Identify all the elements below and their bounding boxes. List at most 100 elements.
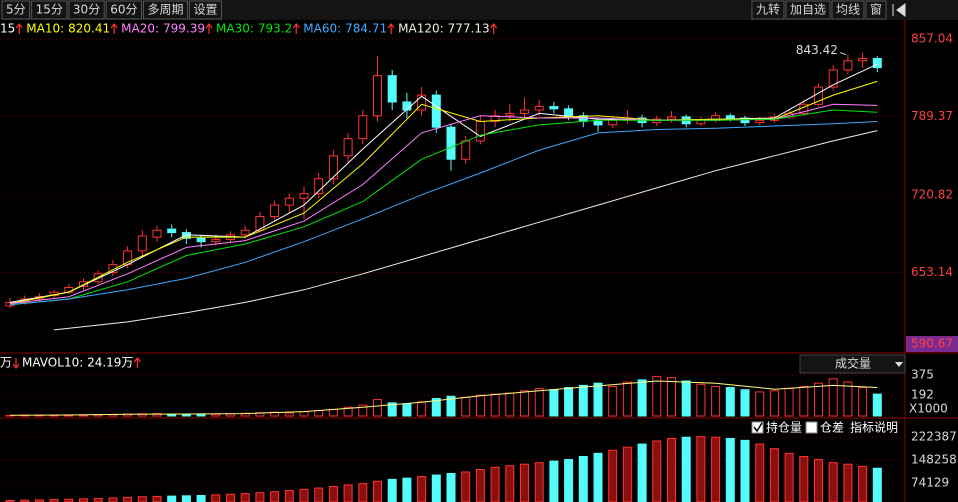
open-interest-bar [843, 463, 853, 502]
open-interest-bar [475, 468, 485, 502]
volume-bar [799, 385, 809, 417]
toolbar-button-frame [31, 0, 68, 20]
checkbox[interactable] [805, 421, 818, 434]
up-arrow [15, 23, 23, 34]
y-tick-label: 857.04 [911, 31, 953, 45]
volume-bar [622, 381, 632, 417]
open-interest-bar [505, 465, 515, 502]
open-interest-bar [740, 439, 750, 502]
open-interest-bar [446, 472, 456, 502]
candle-body [608, 119, 618, 126]
toolbar-button-frame [189, 0, 223, 20]
legend-label: MAVOL10: 24.19万 [22, 356, 133, 370]
volume-bar [417, 401, 427, 417]
legend-name: MA120: [398, 22, 444, 36]
open-interest-bar [93, 498, 103, 502]
open-interest-bar [622, 446, 632, 502]
open-interest-bar [196, 494, 206, 502]
open-interest-bar [167, 495, 177, 502]
y-tick-label: 720.82 [911, 187, 953, 201]
toolbar-button[interactable]: 窗 [870, 3, 882, 17]
toolbar-button[interactable]: 60分 [110, 3, 137, 17]
indicator-menu[interactable]: 成交量 [835, 356, 871, 371]
legend-fragment: 万 [0, 356, 12, 370]
ma-line [9, 63, 878, 303]
y-tick-label: 653.14 [911, 265, 953, 279]
open-interest-bar [270, 491, 280, 502]
toolbar-button[interactable]: 均线 [836, 3, 860, 17]
volume-bar [681, 380, 691, 417]
legend-value: 820.41 [68, 22, 110, 36]
candle-body [461, 140, 471, 160]
volume-bar [211, 413, 221, 417]
candle-body [328, 155, 338, 180]
y-tick-label: 222387 [911, 430, 957, 444]
open-interest-bar [240, 493, 250, 502]
volume-bar [475, 394, 485, 417]
toolbar-button[interactable]: 5分 [6, 3, 26, 17]
volume-bar [652, 376, 662, 417]
volume-bar [858, 387, 868, 417]
candle-body [167, 228, 177, 234]
open-interest-bar [373, 480, 382, 502]
toolbar-button-frame [68, 0, 105, 20]
volume-bar [358, 404, 368, 417]
legend-fragment: 15 [0, 22, 15, 36]
volume-bar [725, 387, 735, 417]
open-interest-bar [431, 474, 441, 502]
volume-bar [784, 388, 794, 417]
checkbox-label: 持仓量 [766, 420, 802, 435]
indicator-menu-frame[interactable] [799, 354, 906, 374]
toolbar-button[interactable]: 15分 [36, 3, 63, 17]
toolbar-button-frame [1, 0, 31, 20]
open-interest-bar [328, 486, 338, 502]
candle-body [270, 204, 280, 218]
toolbar-button-frame [865, 0, 887, 20]
open-interest-bar [211, 494, 221, 502]
candle-body [549, 106, 559, 110]
volume-bar [520, 390, 529, 417]
volume-bar [637, 379, 647, 417]
open-interest-bar [34, 499, 44, 502]
volume-bar [299, 411, 309, 417]
open-interest-bar [681, 436, 691, 502]
open-interest-bar [387, 478, 397, 502]
toolbar-button[interactable]: 30分 [73, 3, 100, 17]
checkbox[interactable] [751, 421, 764, 434]
candle-body [314, 178, 324, 195]
toolbar-button[interactable]: 多周期 [147, 3, 183, 17]
legend-value: 777.13 [448, 22, 490, 36]
toolbar-button-frame [105, 0, 142, 20]
ma-line [9, 380, 878, 416]
volume-bar [343, 406, 353, 417]
open-interest-bar [769, 448, 779, 502]
candle-body [652, 118, 662, 124]
open-interest-bar [64, 498, 74, 502]
volume-bar [564, 387, 574, 417]
open-interest-bar [564, 459, 574, 502]
volume-bar [667, 377, 676, 417]
candle-body [299, 193, 309, 199]
ma-line [9, 109, 878, 306]
collapse-icon[interactable] [892, 3, 906, 17]
toolbar-button[interactable]: 设置 [194, 3, 218, 17]
open-interest-bar [461, 471, 471, 502]
open-interest-bar [652, 440, 662, 502]
volume-bar [402, 403, 412, 417]
volume-bar [167, 413, 177, 417]
up-arrow [133, 357, 141, 368]
volume-bar [505, 392, 515, 417]
volume-bar [461, 396, 471, 417]
help-link[interactable]: 指标说明 [850, 420, 898, 435]
volume-bar [431, 397, 441, 417]
open-interest-bar [520, 463, 529, 502]
candle-body [284, 197, 294, 206]
candle-body [872, 57, 882, 69]
toolbar-button[interactable]: 九转 [756, 2, 780, 17]
candle-body [79, 281, 88, 287]
candle-body [828, 69, 838, 88]
candle-body [64, 287, 74, 293]
toolbar-button[interactable]: 加自选 [790, 3, 826, 17]
